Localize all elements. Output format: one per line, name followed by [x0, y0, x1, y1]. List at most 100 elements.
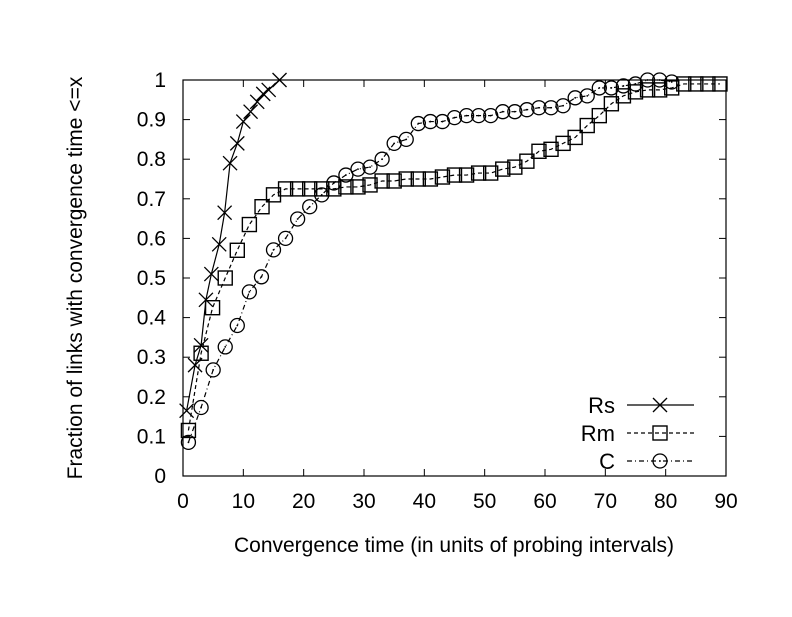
circle-dot [634, 83, 637, 85]
y-tick-label: 0.4 [137, 307, 167, 330]
circle-outline [664, 74, 680, 90]
data-point-c [362, 159, 378, 175]
data-point-rm [193, 345, 209, 361]
circle-outline [422, 113, 439, 130]
y-tick-label: 0.8 [137, 148, 166, 171]
data-point-rm [217, 270, 233, 286]
circle-outline [205, 362, 221, 378]
data-point-c [579, 88, 595, 104]
data-point-c [470, 107, 487, 124]
cross-stroke [652, 397, 668, 413]
data-point-rs [203, 266, 219, 282]
circle-dot [538, 106, 540, 109]
data-point-c [446, 109, 463, 126]
cross-stroke [193, 337, 209, 353]
data-point-rs [193, 337, 209, 353]
y-tick-label: 0.3 [137, 346, 166, 369]
series-line-c [187, 79, 672, 443]
circle-dot [248, 290, 251, 293]
circle-outline [603, 80, 620, 96]
data-point-c [507, 104, 523, 120]
circle-dot [526, 108, 528, 111]
circle-dot [659, 460, 661, 462]
circle-dot [417, 122, 420, 125]
circle-dot [550, 106, 552, 109]
circle-outline [543, 100, 559, 116]
circle-dot [598, 87, 601, 89]
data-point-c [277, 230, 294, 247]
data-point-c [289, 211, 306, 227]
circle-dot [284, 237, 287, 240]
circle-outline [253, 269, 270, 285]
data-point-rm [362, 177, 378, 193]
y-tick-label: 0.1 [137, 425, 166, 448]
circle-dot [622, 85, 625, 87]
circle-outline [180, 434, 197, 450]
y-tick-label: 1 [154, 69, 166, 92]
data-point-rm [543, 141, 559, 158]
data-point-rm [639, 82, 656, 98]
cross-stroke [217, 205, 233, 221]
data-point-c [591, 80, 607, 96]
circle-dot [200, 406, 203, 409]
y-tick-label: 0.5 [137, 267, 166, 290]
data-point-rm [350, 179, 366, 195]
series-layer [179, 72, 728, 450]
x-tick-label: 30 [352, 490, 375, 513]
circle-dot [332, 182, 335, 184]
data-point-rm [531, 143, 547, 159]
circle-outline [446, 109, 463, 126]
plot-frame [182, 79, 727, 477]
circle-dot [477, 114, 480, 117]
data-point-rm [495, 161, 511, 177]
legend-marker-rm [652, 425, 668, 441]
data-point-rm [627, 84, 644, 100]
data-point-rs [179, 403, 195, 419]
circle-outline [579, 88, 595, 104]
data-point-rm [688, 76, 704, 92]
circle-dot [670, 81, 673, 83]
data-point-c [422, 113, 439, 130]
y-tick-label: 0.9 [137, 109, 166, 132]
circle-dot [320, 193, 323, 196]
circle-outline [495, 104, 511, 120]
data-point-rs [229, 135, 245, 151]
circle-outline [507, 104, 523, 120]
circle-dot [405, 138, 408, 141]
series-line-rm [187, 83, 720, 431]
data-point-rm [555, 135, 571, 152]
y-tick-label: 0.2 [137, 386, 166, 409]
axis-ticks: 0 10 20 30 40 50 60 70 80 90 0 0.1 0.2 0.3 0.4 0.5 0.6 0.… [137, 69, 738, 513]
circle-outline [519, 102, 535, 118]
cross-stroke [229, 135, 245, 151]
data-point-rm [289, 181, 306, 197]
x-axis-label: Convergence time (in units of probing in… [234, 534, 674, 557]
circle-dot [513, 110, 516, 113]
circle-dot [489, 114, 492, 117]
data-point-c [302, 199, 318, 215]
circle-outline [338, 167, 354, 183]
circle-outline [350, 161, 366, 177]
data-point-c [519, 102, 535, 118]
data-point-rs [217, 205, 233, 221]
circle-outline [410, 115, 426, 132]
circle-dot [272, 248, 275, 251]
x-tick-label: 40 [413, 490, 436, 513]
x-tick-label: 60 [533, 490, 556, 513]
cross-stroke [243, 104, 259, 120]
data-point-c [229, 317, 245, 334]
x-tick-label: 10 [232, 490, 255, 513]
data-point-c [555, 98, 571, 114]
data-point-c [265, 242, 282, 258]
circle-dot [345, 174, 347, 176]
data-point-c [253, 269, 270, 285]
data-point-rm [591, 107, 607, 124]
circle-outline [289, 211, 306, 227]
data-point-c [193, 399, 209, 416]
data-point-rm [519, 153, 535, 169]
circle-dot [586, 94, 589, 97]
data-point-rm [277, 181, 294, 197]
series-rm [180, 76, 728, 439]
circle-dot [187, 441, 190, 444]
